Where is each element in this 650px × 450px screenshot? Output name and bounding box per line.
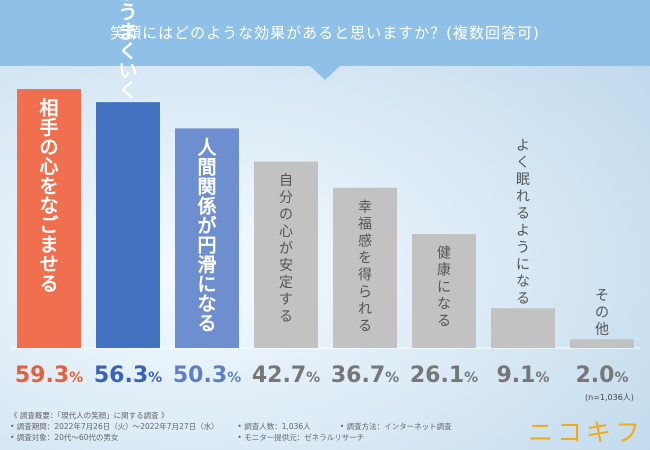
value-label-1: 59.3% <box>15 363 83 388</box>
value-label-3: 50.3% <box>173 363 241 388</box>
nikokifu-logo: ニコキフ <box>528 418 645 447</box>
category-label-6: 健康になる <box>437 246 451 330</box>
survey-heading: 《 調査概要：「現代人の笑顔」に関する調査 》 <box>10 411 169 420</box>
survey-provider: • モニター提供元：ゼネラルリサーチ <box>237 433 365 442</box>
bar-7 <box>491 308 555 348</box>
bar-5 <box>333 187 397 348</box>
category-label-4: 自分の心が安定する <box>279 173 293 325</box>
category-label-7: よく眠れるようになる <box>516 138 530 307</box>
survey-overview: 《 調査概要：「現代人の笑顔」に関する調査 》 • 調査期間：2022年7月26… <box>10 410 452 443</box>
survey-method: • 調査方法：インターネット調査 <box>339 422 452 431</box>
survey-target: • 調査対象：20代～60代の男女 <box>10 433 119 442</box>
bar-1 <box>17 89 81 348</box>
title-banner: 笑顔にはどのような効果があると思いますか？(複数回答可) <box>0 0 650 66</box>
survey-period: • 調査期間：2022年7月26日（火）～2022年7月27日（水） <box>10 422 219 431</box>
category-label-1: 相手の心をなごませる <box>39 98 58 296</box>
sample-size-note: (n=1,036人) <box>585 393 634 402</box>
bar-3 <box>175 128 239 348</box>
value-label-8: 2.0% <box>575 363 628 388</box>
bar-6 <box>412 234 476 348</box>
survey-count: • 調査人数：1,036人 <box>237 422 311 431</box>
value-label-7: 9.1% <box>496 363 549 388</box>
category-label-5: 幸福感を得られる <box>358 199 372 334</box>
value-label-4: 42.7% <box>252 363 320 388</box>
chart-title: 笑顔にはどのような効果があると思いますか？(複数回答可) <box>110 24 540 42</box>
category-label-2: コミュニケーションがうまくいく <box>118 0 137 101</box>
value-label-6: 26.1% <box>410 363 478 388</box>
bar-2 <box>96 102 160 348</box>
value-label-2: 56.3% <box>94 363 162 388</box>
bar-4 <box>254 161 318 348</box>
category-label-8: その他 <box>595 288 609 338</box>
title-pointer <box>310 66 340 80</box>
category-label-3: 人間関係が円滑になる <box>197 137 217 335</box>
bar-8 <box>570 339 634 348</box>
value-label-5: 36.7% <box>331 363 399 388</box>
